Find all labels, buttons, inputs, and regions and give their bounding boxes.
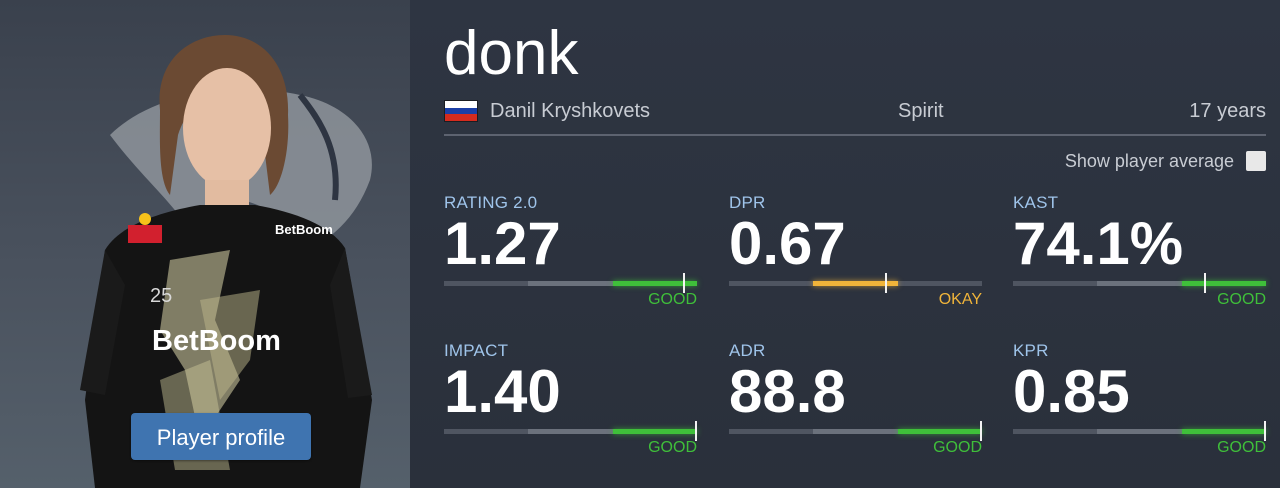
player-profile-button[interactable]: Player profile	[131, 413, 311, 460]
stat-label: KPR	[1013, 341, 1049, 360]
stat-adr: ADR 88.8 GOOD	[729, 340, 982, 475]
stat-dpr: DPR 0.67 OKAY	[729, 192, 982, 327]
stat-label: IMPACT	[444, 341, 509, 360]
stat-bar	[444, 273, 697, 293]
stat-value: 74.1%	[1013, 210, 1184, 277]
stat-bar-marker	[683, 273, 685, 293]
stat-bar-fill	[898, 429, 982, 434]
player-real-name[interactable]: Danil Kryshkovets	[490, 100, 651, 122]
show-player-average-checkbox[interactable]	[1246, 151, 1266, 171]
stat-bar-fill	[1182, 281, 1266, 286]
stat-bar-marker	[695, 421, 697, 441]
stat-bar-marker	[1264, 421, 1266, 441]
stat-label: RATING 2.0	[444, 193, 538, 212]
stat-rating: GOOD	[1217, 439, 1266, 456]
russia-flag-icon	[444, 100, 478, 122]
show-player-average-toggle[interactable]: Show player average	[1065, 150, 1266, 172]
player-age: 17 years	[1189, 100, 1266, 122]
stat-value: 1.40	[444, 358, 561, 425]
stat-bar	[729, 273, 982, 293]
svg-text:25: 25	[150, 285, 172, 307]
stat-rating: OKAY	[938, 291, 982, 308]
player-portrait: BetBoom BetBoom 25 Player profile	[0, 0, 410, 488]
stat-rating: GOOD	[1217, 291, 1266, 308]
svg-text:BetBoom: BetBoom	[152, 325, 281, 357]
stat-bar-marker	[1204, 273, 1206, 293]
stat-label: DPR	[729, 193, 766, 212]
stat-bar	[729, 421, 982, 441]
stat-bar	[444, 421, 697, 441]
stat-impact: IMPACT 1.40 GOOD	[444, 340, 697, 475]
stat-bar-fill	[813, 281, 898, 286]
stat-bar-fill	[1182, 429, 1266, 434]
svg-text:BetBoom: BetBoom	[275, 222, 333, 237]
stat-bar-marker	[980, 421, 982, 441]
player-info-row: Danil Kryshkovets Spirit 17 years	[444, 95, 1266, 127]
stat-value: 88.8	[729, 358, 846, 425]
divider	[444, 134, 1266, 136]
stat-bar-fill	[613, 429, 697, 434]
stat-value: 0.85	[1013, 358, 1130, 425]
stat-rating: GOOD	[648, 439, 697, 456]
stat-rating-2-0: RATING 2.0 1.27 GOOD	[444, 192, 697, 327]
stat-value: 0.67	[729, 210, 846, 277]
stat-label: KAST	[1013, 193, 1059, 212]
stat-rating: GOOD	[648, 291, 697, 308]
stat-bar-fill	[613, 281, 697, 286]
stat-value: 1.27	[444, 210, 561, 277]
stat-kpr: KPR 0.85 GOOD	[1013, 340, 1266, 475]
stat-bar	[1013, 421, 1266, 441]
stat-kast: KAST 74.1% GOOD	[1013, 192, 1266, 327]
stat-rating: GOOD	[933, 439, 982, 456]
show-player-average-label: Show player average	[1064, 150, 1234, 171]
player-team[interactable]: Spirit	[898, 100, 944, 122]
player-nickname: donk	[444, 19, 579, 88]
stat-label: ADR	[729, 341, 766, 360]
stat-bar	[1013, 273, 1266, 293]
stat-bar-marker	[885, 273, 887, 293]
